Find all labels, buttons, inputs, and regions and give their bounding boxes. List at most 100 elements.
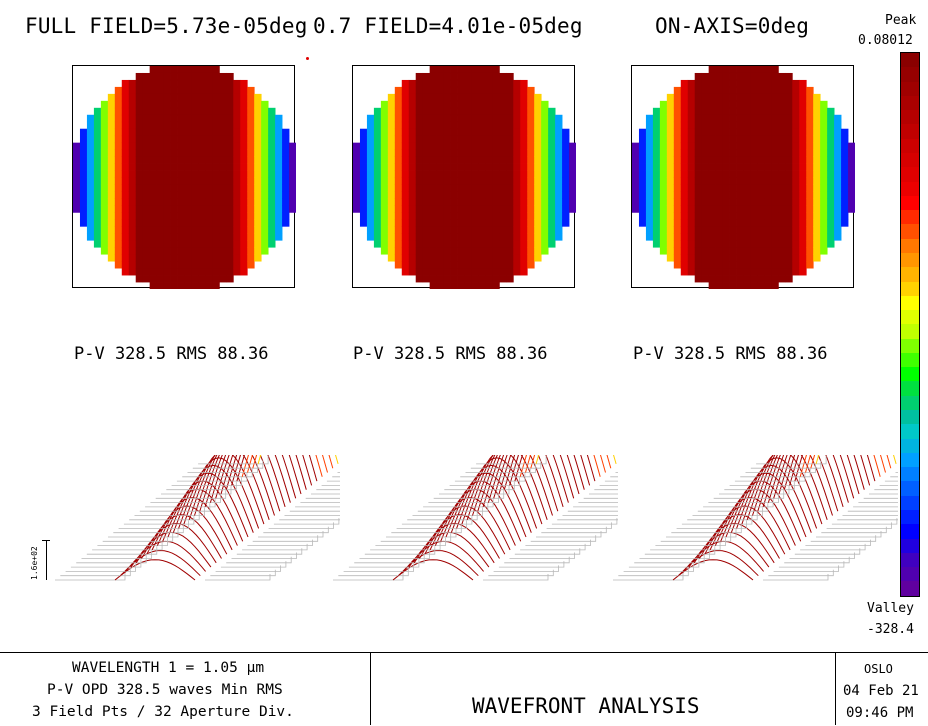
wavefront-cell bbox=[233, 233, 241, 241]
wavefront-cell bbox=[471, 240, 479, 248]
wavefront-cell bbox=[548, 240, 556, 248]
wavefront-cell bbox=[820, 212, 828, 220]
wavefront-cell bbox=[156, 275, 164, 283]
wavefront-cell bbox=[680, 170, 689, 178]
wavefront-cell bbox=[114, 247, 123, 255]
wavefront-cell bbox=[659, 219, 668, 227]
wavefront-cell bbox=[415, 100, 424, 109]
wavefront-cell bbox=[436, 135, 444, 144]
iso-profile-curve bbox=[487, 455, 569, 503]
wavefront-cell bbox=[121, 219, 130, 227]
wavefront-cell bbox=[156, 100, 164, 109]
wavefront-cell bbox=[694, 156, 703, 164]
wavefront-cell bbox=[464, 79, 472, 88]
wavefront-cell bbox=[771, 135, 779, 144]
wavefront-cell bbox=[548, 156, 556, 164]
wavefront-cell bbox=[520, 254, 528, 262]
wavefront-cell bbox=[652, 121, 661, 130]
wavefront-cell bbox=[485, 212, 493, 220]
wavefront-cell bbox=[429, 184, 438, 192]
wavefront-cell bbox=[645, 156, 654, 164]
wavefront-cell bbox=[387, 142, 396, 151]
wavefront-cell bbox=[443, 107, 451, 116]
wavefront-cell bbox=[722, 212, 730, 220]
wavefront-cell bbox=[652, 114, 661, 123]
wavefront-cell bbox=[450, 282, 458, 289]
wavefront-cell bbox=[289, 177, 296, 185]
wavefront-cell bbox=[464, 177, 472, 185]
wavefront-cell bbox=[275, 198, 283, 206]
wavefront-cell bbox=[771, 247, 779, 255]
wavefront-cell bbox=[450, 170, 458, 178]
wavefront-cell bbox=[722, 254, 730, 262]
wavefront-cell bbox=[149, 177, 158, 185]
wavefront-cell bbox=[827, 212, 835, 220]
wavefront-cell bbox=[513, 93, 521, 102]
wavefront-cell bbox=[184, 66, 192, 74]
wavefront-cell bbox=[142, 149, 151, 157]
wavefront-cell bbox=[198, 219, 206, 227]
wavefront-cell bbox=[736, 107, 744, 116]
wavefront-cell bbox=[485, 100, 493, 109]
wavefront-cell bbox=[652, 128, 661, 137]
wavefront-cell bbox=[792, 191, 800, 199]
wavefront-cell bbox=[429, 93, 438, 102]
wavefront-cell bbox=[687, 184, 696, 192]
wavefront-cell bbox=[443, 233, 451, 241]
wavefront-cell bbox=[520, 100, 528, 109]
iso-grid-line bbox=[589, 493, 618, 495]
iso-grid-line bbox=[92, 541, 163, 551]
wavefront-cell bbox=[694, 86, 703, 95]
isometric-plot-full-field bbox=[55, 455, 340, 581]
wavefront-cell bbox=[422, 275, 431, 283]
wavefront-cell bbox=[541, 100, 549, 109]
wavefront-cell bbox=[198, 142, 206, 151]
wavefront-cell bbox=[177, 79, 185, 88]
wavefront-cell bbox=[226, 128, 234, 137]
wavefront-cell bbox=[240, 100, 248, 109]
wavefront-cell bbox=[457, 79, 465, 88]
wavefront-cell bbox=[520, 107, 528, 116]
wavefront-cell bbox=[820, 247, 828, 255]
wavefront-cell bbox=[73, 156, 81, 164]
iso-grid-line bbox=[816, 531, 882, 538]
wavefront-cell bbox=[771, 198, 779, 206]
wavefront-cell bbox=[205, 240, 213, 248]
wavefront-cell bbox=[163, 149, 171, 157]
wavefront-cell bbox=[443, 240, 451, 248]
wavefront-cell bbox=[114, 93, 123, 102]
wavefront-cell bbox=[191, 191, 199, 199]
wavefront-cell bbox=[149, 128, 158, 137]
wavefront-cell bbox=[520, 114, 528, 123]
wavefront-cell bbox=[366, 191, 375, 199]
wavefront-cell bbox=[128, 233, 137, 241]
iso-grid-line bbox=[784, 556, 850, 564]
iso-profile-curve bbox=[199, 455, 281, 512]
colorbar-step bbox=[901, 310, 919, 325]
wavefront-cell bbox=[722, 121, 730, 130]
iso-grid-line bbox=[231, 552, 297, 559]
wavefront-cell bbox=[806, 191, 814, 199]
iso-grid-line bbox=[423, 498, 494, 508]
wavefront-cell bbox=[184, 282, 192, 289]
wavefront-cell bbox=[219, 135, 227, 144]
wavefront-cell bbox=[170, 72, 178, 81]
wavefront-cell bbox=[114, 170, 123, 178]
wavefront-cell bbox=[757, 198, 765, 206]
wavefront-cell bbox=[632, 191, 640, 199]
wavefront-cell bbox=[569, 163, 576, 171]
wavefront-cell bbox=[240, 86, 248, 95]
iso-grid-line bbox=[681, 516, 753, 525]
wavefront-cell bbox=[478, 163, 486, 171]
wavefront-cell bbox=[282, 135, 290, 144]
wavefront-cell bbox=[353, 156, 361, 164]
wavefront-cell bbox=[184, 177, 192, 185]
wavefront-cell bbox=[380, 198, 389, 206]
wavefront-cell bbox=[645, 149, 654, 157]
wavefront-cell bbox=[764, 198, 772, 206]
wavefront-cell bbox=[792, 149, 800, 157]
wavefront-cell bbox=[534, 163, 542, 171]
wavefront-cell bbox=[513, 184, 521, 192]
wavefront-cell bbox=[387, 93, 396, 102]
iso-grid-line bbox=[703, 498, 774, 508]
